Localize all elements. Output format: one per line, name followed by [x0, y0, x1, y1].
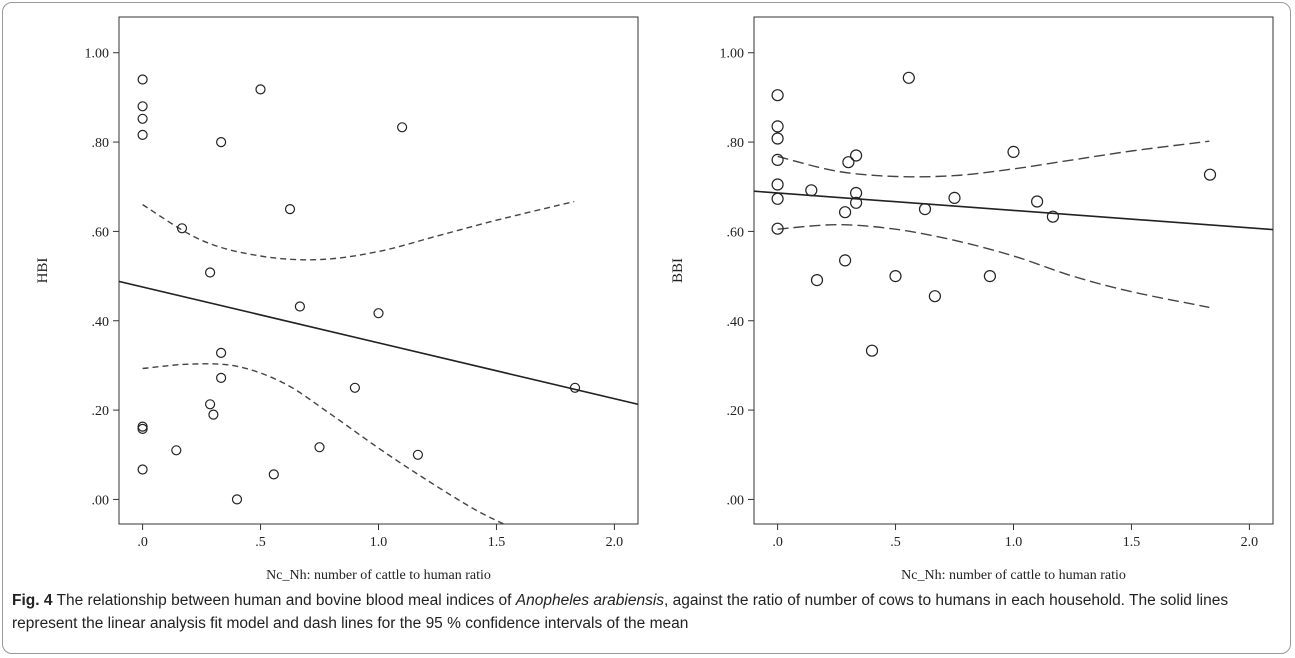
- hbi-y-tick-label: .60: [92, 225, 110, 240]
- hbi-data-point: [373, 308, 384, 319]
- hbi-y-tick-label: .80: [92, 136, 110, 151]
- bbi-data-point: [842, 156, 855, 169]
- bbi-y-tick-label: 1.00: [720, 47, 745, 62]
- hbi-points: [137, 74, 581, 505]
- bbi-data-point: [865, 344, 879, 357]
- bbi-y-tick-label: .60: [727, 225, 745, 240]
- bbi-data-point: [849, 186, 863, 200]
- bbi-y-tick-label: .00: [727, 493, 745, 508]
- bbi-data-point: [1007, 145, 1020, 158]
- hbi-y-tick-label: .00: [92, 493, 110, 508]
- bbi-data-point: [849, 196, 863, 209]
- bbi-x-tick-label: 1.5: [1123, 535, 1141, 550]
- figure-caption: Fig. 4 The relationship between human an…: [12, 589, 1282, 635]
- hbi-ci-upper-line: [142, 200, 575, 261]
- hbi-data-point: [294, 301, 305, 312]
- bbi-data-point: [928, 290, 942, 303]
- hbi-data-point: [137, 129, 148, 140]
- bbi-data-point: [771, 178, 784, 191]
- hbi-x-axis-label: Nc_Nh: number of cattle to human ratio: [266, 568, 491, 583]
- bbi-data-point: [918, 203, 932, 216]
- hbi-data-point: [137, 101, 148, 112]
- hbi-data-point: [231, 494, 243, 505]
- bbi-data-point: [771, 120, 784, 133]
- caption-species: Anopheles arabiensis: [515, 592, 665, 609]
- hbi-data-point: [208, 409, 219, 420]
- hbi-y-tick-label: .20: [92, 404, 110, 419]
- bbi-data-point: [771, 132, 784, 145]
- bbi-x-tick-label: .5: [890, 535, 901, 550]
- bbi-x-tick-label: 1.0: [1005, 535, 1023, 550]
- hbi-data-point: [314, 442, 325, 453]
- bbi-data-point: [771, 192, 784, 205]
- hbi-data-point: [569, 382, 581, 393]
- bbi-data-point: [902, 71, 915, 84]
- bbi-y-axis-label: BBI: [670, 258, 686, 283]
- bbi-data-point: [1030, 195, 1044, 208]
- bbi-ci-upper-line: [777, 140, 1210, 178]
- hbi-data-point: [216, 372, 227, 383]
- hbi-data-point: [216, 137, 227, 148]
- hbi-data-point: [397, 122, 408, 133]
- hbi-fit-lines: [119, 200, 638, 524]
- bbi-data-point: [889, 270, 902, 283]
- bbi-data-point: [948, 191, 961, 204]
- bbi-data-point: [983, 270, 997, 283]
- hbi-y-tick-label: .40: [92, 315, 110, 330]
- bbi-y-tick-label: .40: [727, 315, 745, 330]
- bbi-chart: .00 .20 .40 .60 .80 1.00 .0 .5 1.0 1.5 2.0 Nc_Nh: n…: [670, 16, 1274, 583]
- bbi-x-tick-label: 2.0: [1241, 535, 1259, 550]
- hbi-data-point: [137, 464, 148, 475]
- hbi-x-tick-label: .5: [255, 535, 266, 550]
- caption-label: Fig. 4: [12, 592, 53, 609]
- hbi-x-tick-label: 1.5: [488, 535, 506, 550]
- bbi-data-point: [849, 149, 863, 162]
- bbi-x-axis-label: Nc_Nh: number of cattle to human ratio: [901, 568, 1126, 583]
- bbi-plot-area: [753, 16, 1274, 525]
- hbi-data-point: [255, 84, 266, 95]
- hbi-y-tick-label: 1.00: [85, 47, 110, 62]
- hbi-plot-area: [118, 16, 639, 525]
- bbi-points: [771, 71, 1217, 357]
- hbi-data-point: [205, 267, 216, 278]
- bbi-ci-lower-line: [777, 223, 1210, 309]
- bbi-data-point: [771, 89, 784, 102]
- bbi-y-tick-label: .80: [727, 136, 745, 151]
- caption-text-after: , against the ratio of number of cows to…: [12, 592, 1229, 632]
- bbi-data-point: [805, 184, 818, 197]
- bbi-data-point: [1203, 168, 1217, 181]
- hbi-data-point: [349, 382, 360, 393]
- hbi-data-point: [268, 469, 279, 480]
- hbi-data-point: [205, 399, 216, 410]
- hbi-data-point: [137, 74, 148, 85]
- bbi-fit-lines: [754, 140, 1273, 309]
- hbi-x-tick-label: 2.0: [606, 535, 624, 550]
- hbi-data-point: [137, 113, 148, 124]
- hbi-data-point: [176, 223, 188, 234]
- bbi-data-point: [1046, 210, 1060, 223]
- hbi-data-point: [137, 423, 148, 434]
- bbi-data-point: [838, 206, 852, 219]
- hbi-data-point: [171, 445, 182, 456]
- hbi-fit-line: [119, 280, 638, 406]
- caption-text-before: The relationship between human and bovin…: [52, 592, 516, 609]
- figure-plots: .00 .20 .40 .60 .80 1.00 .0 .5 1.0 1.5 2.0 Nc_Nh: n…: [35, 16, 1274, 583]
- bbi-data-point: [771, 153, 784, 166]
- hbi-x-tick-label: .0: [137, 535, 148, 550]
- hbi-data-point: [216, 347, 227, 358]
- hbi-data-point: [284, 204, 296, 215]
- hbi-ci-lower-line: [142, 363, 504, 524]
- hbi-y-axis-label: HBI: [35, 258, 51, 284]
- bbi-x-tick-label: .0: [772, 535, 783, 550]
- hbi-x-tick-label: 1.0: [370, 535, 388, 550]
- hbi-chart: .00 .20 .40 .60 .80 1.00 .0 .5 1.0 1.5 2.0 Nc_Nh: n…: [35, 16, 639, 583]
- bbi-data-point: [838, 254, 852, 267]
- hbi-data-point: [412, 449, 423, 460]
- bbi-data-point: [771, 222, 784, 235]
- bbi-data-point: [810, 274, 824, 287]
- bbi-fit-line: [754, 190, 1273, 231]
- bbi-y-tick-label: .20: [727, 404, 745, 419]
